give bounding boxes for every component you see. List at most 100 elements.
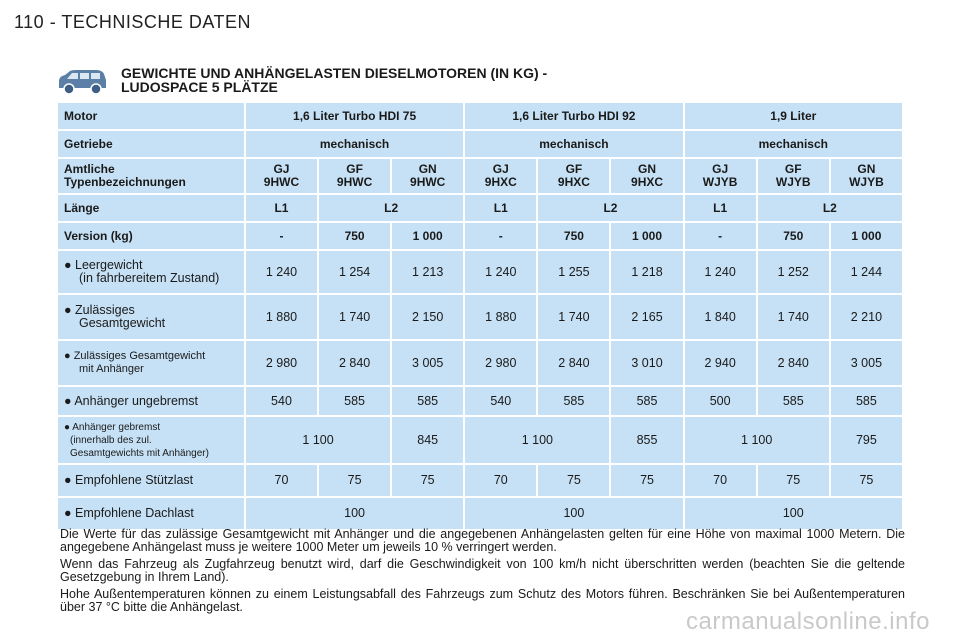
page-header: 110 - TECHNISCHE DATEN: [14, 12, 252, 32]
table-cell: 75: [538, 465, 610, 496]
table-cell: 1 740: [319, 295, 391, 339]
table-cell: 2 150: [392, 295, 464, 339]
table-cell: 1 100: [684, 417, 829, 463]
table-cell: 75: [830, 465, 902, 496]
table-cell: 1 740: [757, 295, 829, 339]
row-anhaenger-gebremst: ● Anhänger gebremst (innerhalb des zul. …: [58, 417, 902, 463]
table-cell: L2: [538, 195, 683, 221]
row-label-line2: (in fahrbereitem Zustand): [79, 271, 220, 285]
section-title: GEWICHTE UND ANHÄNGELASTEN DIESELMOTOREN…: [121, 66, 547, 94]
table-cell: 100: [245, 498, 464, 529]
table-cell: GN 9HXC: [611, 159, 683, 193]
table-cell: GJ 9HWC: [245, 159, 318, 193]
table-cell: 3 005: [830, 341, 902, 385]
table-cell: 75: [319, 465, 391, 496]
row-label: Länge: [58, 195, 244, 221]
row-stuetzlast: ● Empfohlene Stützlast 70 75 75 70 75 75…: [58, 465, 902, 496]
table-cell: 540: [465, 387, 537, 415]
row-label-line2: Gesamtgewicht: [79, 316, 166, 330]
table-cell: 70: [465, 465, 537, 496]
note-paragraph: Wenn das Fahrzeug als Zugfahrzeug benutz…: [60, 557, 905, 584]
row-label-line2: mit Anhänger: [79, 363, 144, 375]
table-cell: 585: [830, 387, 902, 415]
table-cell: 585: [757, 387, 829, 415]
table-cell: 585: [319, 387, 391, 415]
row-anhaenger-ungebremst: ● Anhänger ungebremst 540 585 585 540 58…: [58, 387, 902, 415]
notes: Die Werte für das zulässige Gesamtgewich…: [60, 528, 905, 618]
table-cell: 1 240: [684, 251, 756, 293]
table-cell: 1 255: [538, 251, 610, 293]
table-cell: 2 840: [319, 341, 391, 385]
row-label: Getriebe: [58, 131, 244, 157]
row-label-line1: ● Anhänger gebremst: [64, 421, 161, 433]
table-cell: 75: [392, 465, 464, 496]
table-cell: -: [465, 223, 537, 249]
table-cell: 100: [465, 498, 683, 529]
row-label-line3: Gesamtgewichts mit Anhänger): [70, 447, 209, 459]
row-version: Version (kg) - 750 1 000 - 750 1 000 - 7…: [58, 223, 902, 249]
table-cell: 500: [684, 387, 756, 415]
table-cell: 585: [538, 387, 610, 415]
row-label-line1: ● Leergewicht: [64, 258, 143, 272]
table-cell: 2 940: [684, 341, 756, 385]
table-cell: 1 254: [319, 251, 391, 293]
table-cell: 2 840: [538, 341, 610, 385]
row-laenge: Länge L1 L2 L1 L2 L1 L2: [58, 195, 902, 221]
row-label: ● Anhänger ungebremst: [58, 387, 244, 415]
section-title-line2: LUDOSPACE 5 PLÄTZE: [121, 79, 278, 95]
watermark: carmanualsonline.info: [686, 608, 930, 635]
note-paragraph: Die Werte für das zulässige Gesamtgewich…: [60, 527, 905, 554]
row-label-line1: ● Zulässiges: [64, 303, 135, 317]
row-zul-gesamtgewicht: ● Zulässiges Gesamtgewicht 1 880 1 740 2…: [58, 295, 902, 339]
row-label-line1: Amtliche: [64, 162, 115, 176]
table-cell: 2 210: [830, 295, 902, 339]
row-dachlast: ● Empfohlene Dachlast 100 100 100: [58, 498, 902, 529]
row-label-line2: (innerhalb des zul.: [70, 434, 152, 446]
table-cell: GF WJYB: [757, 159, 829, 193]
table-cell: 75: [611, 465, 683, 496]
note-paragraph: Hohe Außentemperaturen können zu einem L…: [60, 587, 905, 614]
table-cell: 75: [757, 465, 829, 496]
table-cell: 1 880: [245, 295, 318, 339]
weights-table: Motor 1,6 Liter Turbo HDI 75 1,6 Liter T…: [56, 101, 904, 531]
table-cell: L1: [465, 195, 537, 221]
row-label: ● Leergewicht (in fahrbereitem Zustand): [58, 251, 244, 293]
row-label: ● Anhänger gebremst (innerhalb des zul. …: [58, 417, 244, 463]
row-label: ● Zulässiges Gesamtgewicht mit Anhänger: [58, 341, 244, 385]
table-cell: -: [684, 223, 756, 249]
table-cell: 1 244: [830, 251, 902, 293]
table-cell: 70: [684, 465, 756, 496]
table-cell: 1 000: [392, 223, 464, 249]
table-cell: 1 213: [392, 251, 464, 293]
table-cell: 2 165: [611, 295, 683, 339]
table-cell: 750: [757, 223, 829, 249]
table-cell: 1 252: [757, 251, 829, 293]
table-cell: 100: [684, 498, 902, 529]
table-cell: 1,9 Liter: [684, 103, 902, 129]
table-cell: 1 240: [465, 251, 537, 293]
table-cell: GJ 9HXC: [465, 159, 537, 193]
row-label: Amtliche Typenbezeichnungen: [58, 159, 244, 193]
table-cell: L2: [319, 195, 464, 221]
table-cell: L2: [757, 195, 902, 221]
table-cell: 3 010: [611, 341, 683, 385]
table-cell: 1 100: [245, 417, 391, 463]
table-cell: L1: [684, 195, 756, 221]
table-cell: 1 000: [611, 223, 683, 249]
table-cell: -: [245, 223, 318, 249]
table-cell: 1 880: [465, 295, 537, 339]
table-cell: mechanisch: [684, 131, 902, 157]
row-motor: Motor 1,6 Liter Turbo HDI 75 1,6 Liter T…: [58, 103, 902, 129]
table-cell: GF 9HXC: [538, 159, 610, 193]
table-cell: 2 980: [465, 341, 537, 385]
table-cell: 585: [611, 387, 683, 415]
table-cell: 1 240: [245, 251, 318, 293]
table-cell: 750: [319, 223, 391, 249]
table-cell: 1 840: [684, 295, 756, 339]
row-label: Version (kg): [58, 223, 244, 249]
table-cell: 1 000: [830, 223, 902, 249]
table-cell: 2 840: [757, 341, 829, 385]
car-icon: [59, 70, 106, 95]
row-label: ● Empfohlene Stützlast: [58, 465, 244, 496]
table-cell: GJ WJYB: [684, 159, 756, 193]
